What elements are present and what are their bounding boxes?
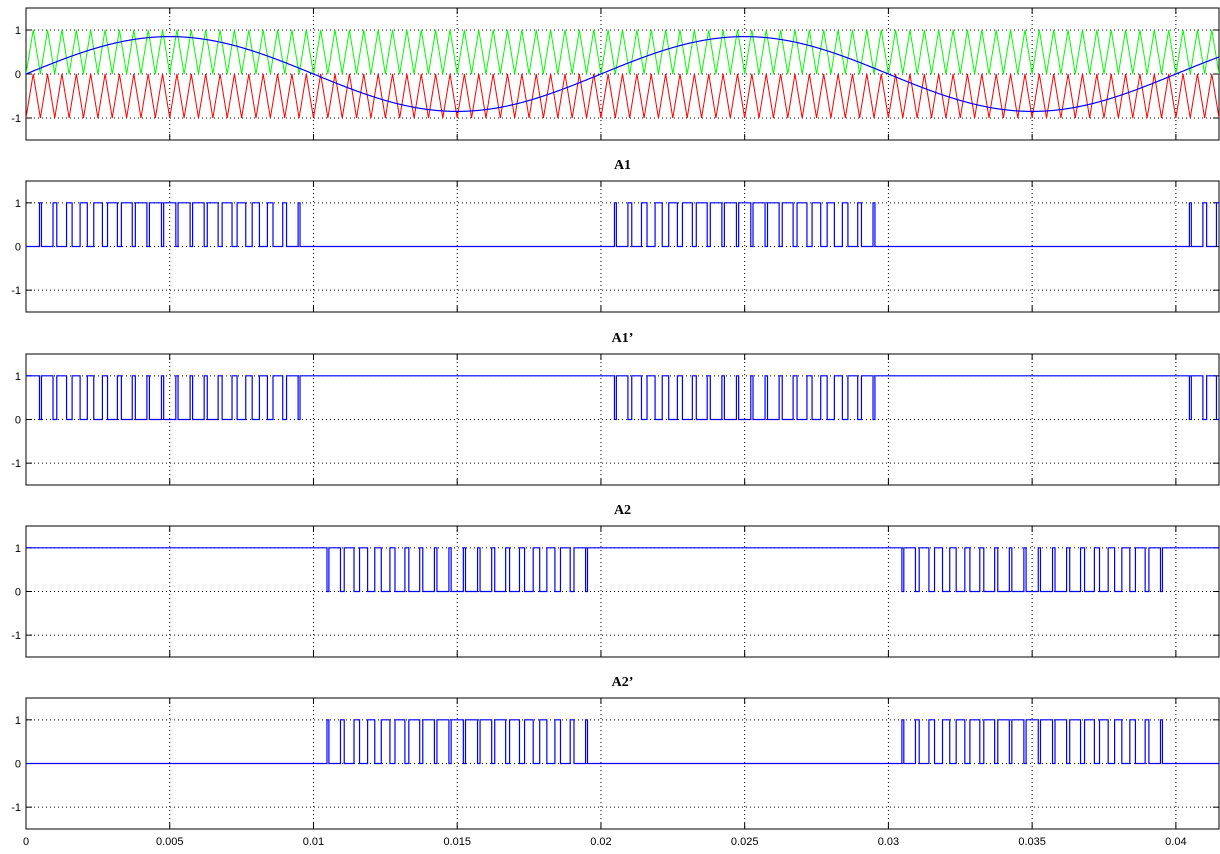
- y-tick-label: 0: [15, 415, 21, 427]
- panel-title: A2’: [612, 675, 634, 690]
- x-tick-label: 0.02: [590, 836, 611, 848]
- carrier-line: [26, 73, 1219, 119]
- y-tick-label: -1: [11, 458, 21, 470]
- y-tick-label: -1: [11, 630, 21, 642]
- pwm-signal-line: [26, 375, 1219, 421]
- x-tick-label: 0.03: [878, 836, 899, 848]
- x-tick-label: 0.025: [731, 836, 759, 848]
- y-tick-label: -1: [11, 802, 21, 814]
- x-tick-label: 0.04: [1165, 836, 1186, 848]
- y-tick-label: -1: [11, 113, 21, 125]
- x-tick-label: 0.015: [443, 836, 471, 848]
- pwm-signal-line: [26, 202, 1219, 248]
- y-tick-label: 1: [15, 25, 21, 37]
- panel-2: -1 0 1 A1: [11, 158, 1220, 313]
- panel-title: A1’: [612, 331, 634, 346]
- y-tick-label: 1: [15, 543, 21, 555]
- reference-sine-line: [26, 35, 1219, 113]
- y-tick-label: -1: [11, 285, 21, 297]
- y-tick-label: 1: [15, 198, 21, 210]
- x-tick-label: 0.005: [156, 836, 184, 848]
- panel-title: A2: [614, 503, 631, 518]
- y-tick-label: 0: [15, 759, 21, 771]
- panel-title: A1: [614, 158, 631, 173]
- y-tick-label: 0: [15, 587, 21, 599]
- y-tick-label: 1: [15, 371, 21, 383]
- x-tick-label: 0.035: [1018, 836, 1046, 848]
- panel-1: -1 0 1: [11, 7, 1220, 141]
- panel-4: -1 0 1 A2: [11, 503, 1220, 658]
- y-tick-label: 0: [15, 69, 21, 81]
- carrier-line: [26, 29, 1219, 75]
- x-tick-label: 0.01: [303, 836, 324, 848]
- panel-5: -1 0 1 A2’: [11, 675, 1220, 830]
- x-tick-label: 0: [23, 836, 29, 848]
- pwm-signal-line: [26, 719, 1219, 765]
- pwm-signal-line: [26, 547, 1219, 593]
- y-tick-label: 1: [15, 715, 21, 727]
- panel-3: -1 0 1 A1’: [11, 331, 1220, 486]
- y-tick-label: 0: [15, 242, 21, 254]
